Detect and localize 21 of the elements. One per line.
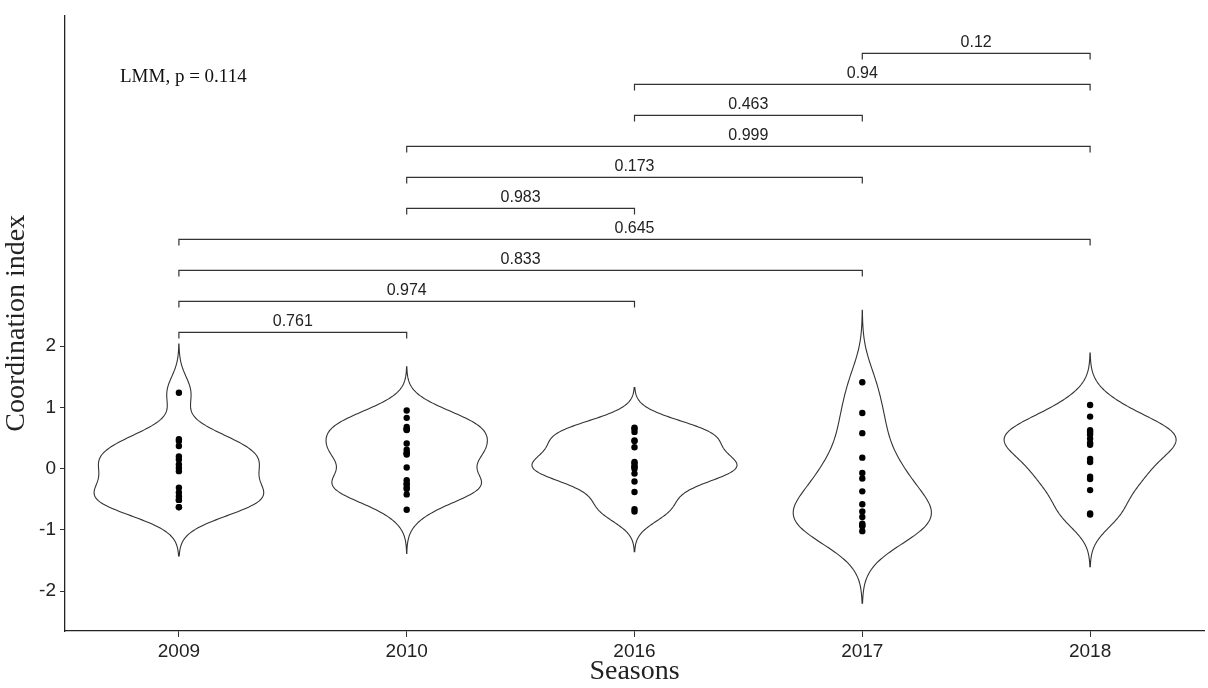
annotation: 0.12 xyxy=(960,33,992,51)
y-tick-label: -2 xyxy=(39,579,56,601)
annotation: 0.173 xyxy=(614,157,655,175)
annotation: 0.761 xyxy=(272,312,313,330)
annotation: 0.94 xyxy=(846,64,878,82)
x-tick-label: 2018 xyxy=(1068,639,1112,661)
y-tick-label: 1 xyxy=(45,395,56,417)
annotation: 0.645 xyxy=(614,219,655,237)
y-tick-label: 0 xyxy=(45,456,56,478)
annotation: 0.974 xyxy=(386,281,427,299)
annotation: 0.983 xyxy=(500,188,541,206)
y-tick-label: -1 xyxy=(39,518,56,540)
annotation: 0.999 xyxy=(728,126,769,144)
x-tick-label: 2009 xyxy=(157,639,201,661)
annotation: 0.463 xyxy=(728,95,769,113)
annotation: LMM, p = 0.114 xyxy=(120,64,247,86)
y-axis-title: Coordination index xyxy=(0,214,31,432)
y-tick-label: 2 xyxy=(45,334,56,356)
x-tick-label: 2017 xyxy=(841,639,884,661)
x-tick-label: 2010 xyxy=(385,639,428,661)
annotation: 0.833 xyxy=(500,250,541,268)
